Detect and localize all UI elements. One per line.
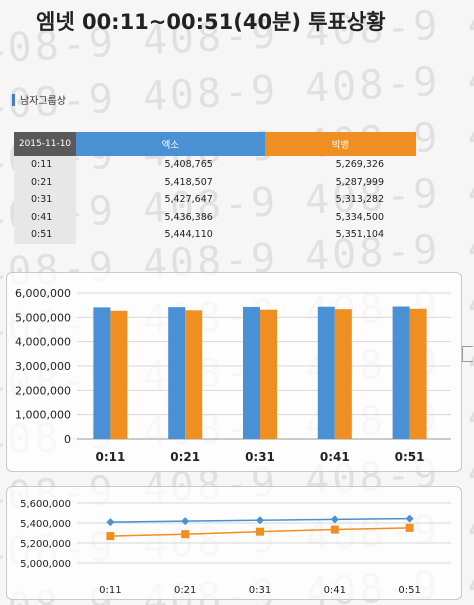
bar-chart-svg: 6,000,000 5,000,000 4,000,000 3,000,000 2,00… [15,287,451,464]
table-cell-time: 0:31 [14,191,76,209]
table-cell-a: 5,418,507 [164,176,213,188]
line-x-tick-label: 0:41 [324,585,346,596]
bar-a [168,307,186,439]
table-cell-a: 5,427,647 [164,194,213,206]
table-row: 0:51 5,444,110 5,351,104 [14,226,416,244]
section-marker [12,93,15,106]
bar-y-tick-label: 5,000,000 [15,311,71,324]
bar-y-tick-label: 6,000,000 [15,287,71,300]
section-label-text: 남자그룹상 [20,96,66,107]
table-cell-time: 0:41 [14,208,76,226]
table-cell-a: 5,444,110 [164,229,213,241]
line-x-tick-label: 0:31 [249,585,271,596]
line-point-b [106,532,115,541]
bar-y-tick-label: 3,000,000 [15,360,71,373]
bar-y-tick-label: 1,000,000 [15,409,71,422]
line-chart: 5,600,000 5,400,000 5,200,000 5,000,000 0:11… [6,486,462,600]
bar-x-tick-label: 0:11 [95,450,125,464]
bar-a [392,306,410,439]
table-row: 0:21 5,418,507 5,287,999 [14,173,416,191]
line-x-tick-label: 0:21 [174,585,196,596]
table-cell-time: 0:11 [14,156,76,174]
table-cell-b: 5,269,326 [335,159,384,171]
table-row: 0:41 5,436,386 5,334,500 [14,208,416,226]
line-y-tick-label: 5,600,000 [20,499,71,510]
table-row: 0:11 5,408,765 5,269,326 [14,156,416,174]
line-chart-svg: 5,600,000 5,400,000 5,200,000 5,000,000 0:11… [20,499,451,596]
bar-y-tick-label: 4,000,000 [15,336,71,349]
table-cell-a: 5,408,765 [164,159,213,171]
table-cell-b: 5,313,282 [335,194,384,206]
table-cell-b: 5,334,500 [335,211,384,223]
bar-b [185,310,203,439]
bar-y-tick-label: 0 [64,433,71,446]
watermark-row: 408-9 408-9 408-9 408-9 408-9 408-9 [0,33,474,129]
bar-x-tick-label: 0:31 [245,450,275,464]
line-y-tick-label: 5,000,000 [20,559,71,570]
table-cell-time: 0:51 [14,226,76,244]
table-date-header: 2015-11-10 [14,132,76,156]
line-point-a [256,516,264,525]
bar-x-tick-label: 0:51 [395,450,425,464]
section-label: 남자그룹상 [12,92,66,107]
line-point-a [181,517,190,526]
table-header-a: 엑소 [76,132,265,156]
edge-bracket [462,346,473,362]
line-y-tick-label: 5,400,000 [20,519,71,530]
line-point-b [405,523,414,532]
bar-x-tick-label: 0:21 [170,450,200,464]
line-point-a [106,518,115,527]
bar-chart: 6,000,000 5,000,000 4,000,000 3,000,000 2,00… [6,272,462,472]
table-header-b: 빅뱅 [264,132,416,156]
bar-a [317,306,335,439]
table-cell-b: 5,351,104 [335,229,384,241]
bar-b [260,309,277,439]
bar-a [243,306,260,439]
vote-table: 2015-11-10 엑소 빅뱅 0:11 5,408,765 5,269,326 0… [14,132,416,244]
table-cell-b: 5,287,999 [335,176,384,188]
bar-b [334,309,352,439]
table-row: 0:31 5,427,647 5,313,282 [14,191,416,209]
bar-x-tick-label: 0:41 [320,450,350,464]
line-point-a [330,515,339,524]
line-point-b [330,525,339,534]
line-point-b [181,530,190,539]
line-point-b [256,527,264,536]
bar-a [93,307,111,439]
line-point-a [405,514,414,523]
table-cell-a: 5,436,386 [164,211,213,223]
page-title: 엠넷 00:11~00:51(40분) 투표상황 [36,10,386,34]
line-x-tick-label: 0:11 [99,585,121,596]
bar-y-tick-label: 2,000,000 [15,384,71,397]
line-y-tick-label: 5,200,000 [20,539,71,550]
table-cell-time: 0:21 [14,173,76,191]
table-header-row: 2015-11-10 엑소 빅뱅 [14,132,416,156]
bar-b [110,310,128,439]
bar-b [409,308,427,439]
line-x-tick-label: 0:51 [398,585,420,596]
